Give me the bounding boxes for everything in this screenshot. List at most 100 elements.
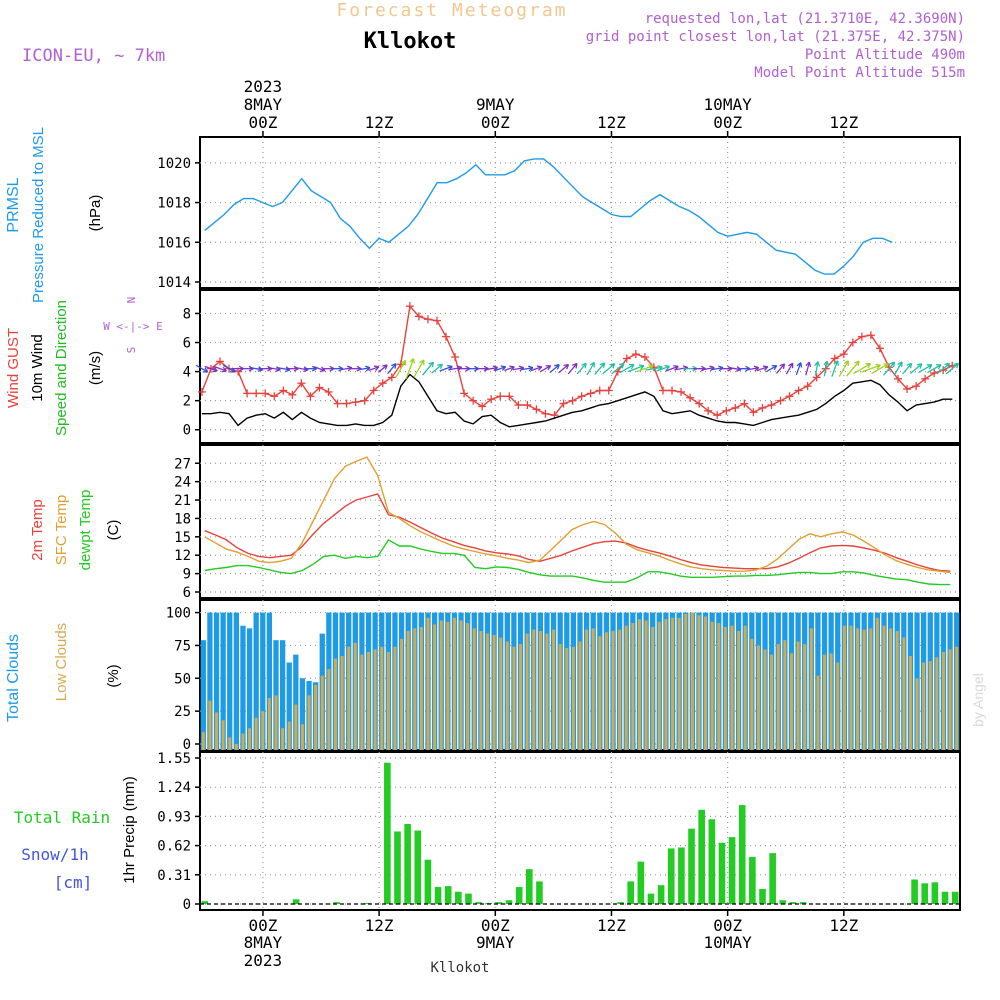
low-cloud-bar (538, 630, 542, 750)
low-cloud-bar (756, 645, 760, 750)
y-tick-label: 0 (183, 423, 191, 439)
low-cloud-bar (730, 625, 734, 750)
low-cloud-bar (353, 642, 357, 750)
gust-marker (767, 401, 776, 410)
wind-direction-arrow (927, 364, 942, 374)
low-cloud-bar (433, 624, 437, 750)
gust-marker (939, 366, 948, 375)
gust-marker (622, 354, 631, 363)
low-cloud-bar (307, 695, 311, 750)
y-tick-label: 15 (174, 530, 191, 546)
x-date-label-bottom: 8MAY (244, 933, 283, 952)
precip-bar (779, 900, 787, 904)
wind-direction-arrow (756, 365, 769, 372)
total-cloud-bar (253, 612, 259, 750)
gust-marker (803, 382, 812, 391)
y-axis-label: dewpt Temp (77, 490, 94, 571)
precip-bar (769, 853, 776, 904)
low-cloud-bar (770, 654, 774, 750)
precip-bar (678, 847, 685, 904)
gust-marker (197, 387, 206, 396)
precip-bar (465, 893, 472, 904)
wind-direction-arrow (567, 362, 578, 375)
gust-marker (261, 389, 270, 398)
wind-direction-arrow (852, 363, 872, 375)
y-axis-label: Wind GUST (5, 328, 22, 408)
precip-bar (911, 879, 918, 904)
low-cloud-bar (611, 630, 615, 750)
precip-bar (475, 902, 482, 904)
precip-bar (718, 842, 726, 904)
low-cloud-bar (340, 655, 344, 750)
y-axis-label: PRMSL (5, 177, 22, 232)
low-cloud-bar (254, 717, 258, 750)
low-cloud-bar (565, 648, 569, 750)
low-cloud-bar (578, 641, 582, 750)
low-cloud-bar (248, 728, 252, 750)
low-cloud-bar (347, 646, 351, 750)
low-cloud-bar (803, 644, 807, 750)
low-cloud-bar (545, 633, 549, 750)
gust-marker (640, 353, 649, 362)
wind-direction-arrow (549, 364, 560, 374)
wind-direction-arrow (823, 360, 830, 377)
y-tick-label: 12 (174, 548, 191, 564)
low-cloud-bar (287, 721, 291, 750)
low-cloud-bar (889, 628, 893, 750)
x-year-label-top: 2023 (244, 77, 283, 96)
low-cloud-bar (532, 629, 536, 750)
wind-direction-arrow (377, 364, 388, 373)
wind-direction-arrow (240, 365, 254, 372)
total-cloud-bar (220, 612, 226, 750)
y-axis-label: 1hr Precip (mm) (121, 776, 138, 884)
y-tick-label: 0.31 (157, 868, 191, 884)
wind-direction-arrow (521, 365, 534, 372)
gust-marker (541, 409, 550, 418)
total-cloud-bar (266, 612, 273, 750)
snow-legend: Snow/1h (21, 845, 88, 864)
low-cloud-bar (856, 628, 860, 750)
low-cloud-bar (485, 633, 489, 750)
panel-frame (199, 136, 961, 289)
low-cloud-bar (360, 654, 364, 750)
low-cloud-bar (928, 661, 932, 750)
precip-bar (941, 891, 949, 904)
gust-marker (749, 408, 758, 417)
y-axis-label: Low Clouds (53, 623, 70, 701)
panel-frame (199, 289, 961, 444)
precip-bar (424, 859, 432, 904)
gust-marker (857, 332, 866, 341)
low-cloud-bar (598, 636, 602, 750)
precip-bar (738, 805, 746, 904)
requested-coords: requested lon,lat (21.3710E, 42.3690N) (645, 11, 965, 27)
low-cloud-bar (241, 733, 245, 750)
wind-direction-arrow (909, 363, 923, 375)
low-cloud-bar (829, 653, 833, 750)
low-cloud-bar (294, 704, 298, 750)
low-cloud-bar (763, 649, 767, 750)
gust-marker (442, 332, 451, 341)
low-cloud-bar (591, 628, 595, 750)
precip-bar (394, 831, 401, 904)
low-cloud-bar (446, 621, 450, 750)
gust-marker (369, 386, 378, 395)
low-cloud-bar (466, 623, 470, 750)
wind-direction-arrow (846, 360, 860, 377)
low-cloud-bar (783, 640, 787, 750)
total-cloud-bar (273, 640, 279, 750)
y-axis-label: (m/s) (87, 351, 104, 385)
low-cloud-bar (684, 613, 688, 750)
gust-marker (460, 389, 469, 398)
y-tick-label: 1.55 (157, 751, 191, 767)
low-cloud-bar (690, 612, 694, 750)
wind-direction-arrow (785, 362, 794, 375)
temp2m-line (204, 493, 951, 572)
low-cloud-bar (697, 615, 701, 750)
wind-direction-arrow (530, 365, 543, 372)
precip-bar (627, 881, 634, 904)
low-cloud-bar (552, 629, 556, 750)
gust-marker (866, 331, 875, 340)
gust-marker (405, 302, 414, 311)
low-cloud-bar (941, 652, 945, 750)
wind-direction-arrow (918, 364, 933, 374)
